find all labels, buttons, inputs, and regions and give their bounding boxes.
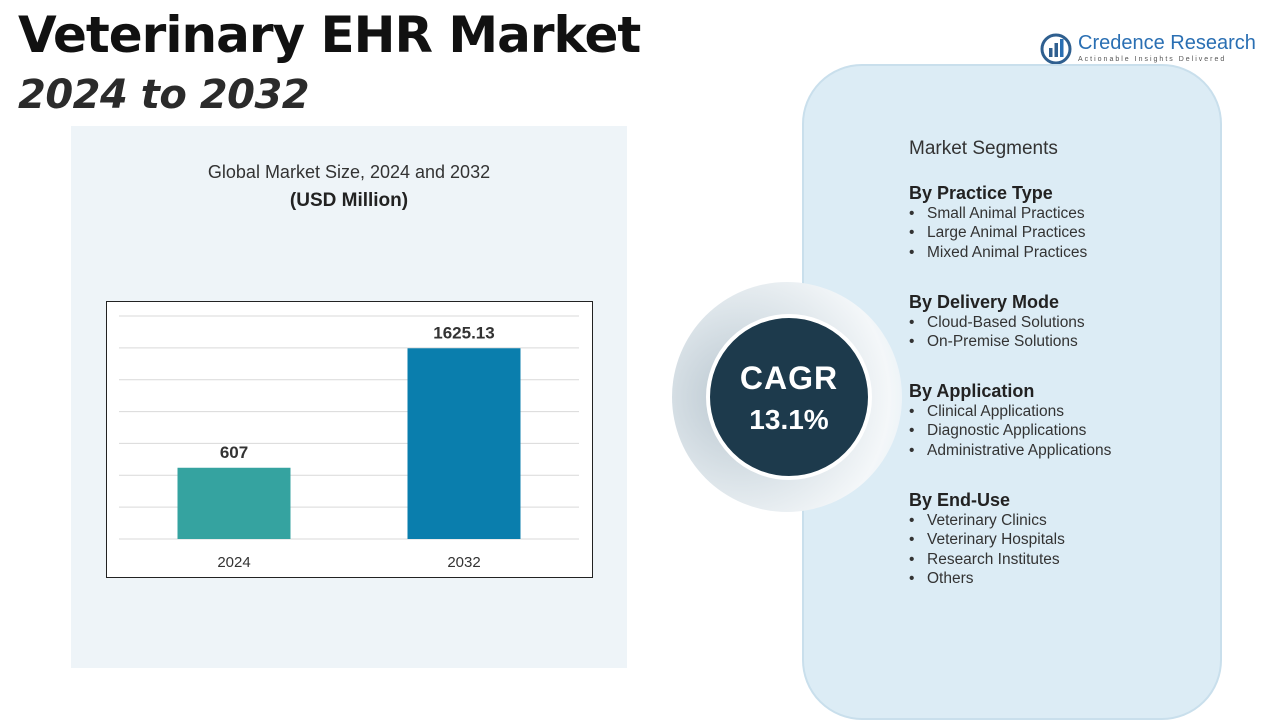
segment-item: Small Animal Practices [909, 204, 1087, 223]
logo-name-part2: Research [1170, 32, 1256, 54]
segment-group-title: By Practice Type [909, 183, 1053, 203]
segments-header: Market Segments [909, 138, 1058, 159]
segment-group-title: By Delivery Mode [909, 292, 1060, 312]
segment-item: Administrative Applications [909, 441, 1111, 460]
segment-group-practice-type: By Practice Type Small Animal Practices … [909, 183, 1087, 262]
segment-item: Cloud-Based Solutions [909, 313, 1085, 332]
data-label: 1625.13 [433, 323, 494, 342]
chart-frame: 607 2024 1625.13 2032 [106, 301, 593, 578]
segment-group-delivery-mode: By Delivery Mode Cloud-Based Solutions O… [909, 292, 1085, 352]
segment-group-title: By Application [909, 381, 1035, 401]
segment-item: Research Institutes [909, 550, 1065, 569]
segment-item: Diagnostic Applications [909, 421, 1111, 440]
logo-name: Credence Research [1078, 32, 1256, 55]
chart-title: Global Market Size, 2024 and 2032 [207, 162, 491, 182]
bar-2032 [407, 348, 521, 539]
cagr-value: 13.1% [749, 404, 829, 435]
bar-chart: 607 2024 1625.13 2032 [119, 315, 579, 571]
cagr-badge: CAGR 13.1% [706, 314, 872, 480]
logo-icon [1040, 33, 1072, 65]
segment-item: Clinical Applications [909, 402, 1111, 421]
segment-item: Veterinary Clinics [909, 511, 1065, 530]
chart-unit-label: (USD Million) [289, 190, 409, 211]
segment-item: Large Animal Practices [909, 223, 1087, 242]
page-subtitle: 2024 to 2032 [18, 72, 310, 118]
segment-item: On-Premise Solutions [909, 332, 1085, 351]
logo-name-part1: Credence [1078, 32, 1165, 54]
page-title: Veterinary EHR Market [18, 6, 641, 64]
chart-panel: Global Market Size, 2024 and 2032 (USD M… [71, 126, 627, 668]
cagr-label: CAGR [739, 360, 839, 396]
segment-item: Veterinary Hospitals [909, 530, 1065, 549]
segment-group-title: By End-Use [909, 490, 1011, 510]
segment-item: Others [909, 569, 1065, 588]
bar-2024 [177, 467, 291, 539]
data-label: 607 [220, 443, 248, 462]
x-tick-label: 2032 [447, 554, 480, 571]
credence-research-logo: Credence Research Actionable Insights De… [1040, 30, 1260, 70]
x-tick-label: 2024 [217, 554, 250, 571]
segment-group-end-use: By End-Use Veterinary Clinics Veterinary… [909, 490, 1065, 588]
logo-tagline: Actionable Insights Delivered [1078, 56, 1227, 63]
segment-group-application: By Application Clinical Applications Dia… [909, 381, 1111, 460]
segment-item: Mixed Animal Practices [909, 243, 1087, 262]
